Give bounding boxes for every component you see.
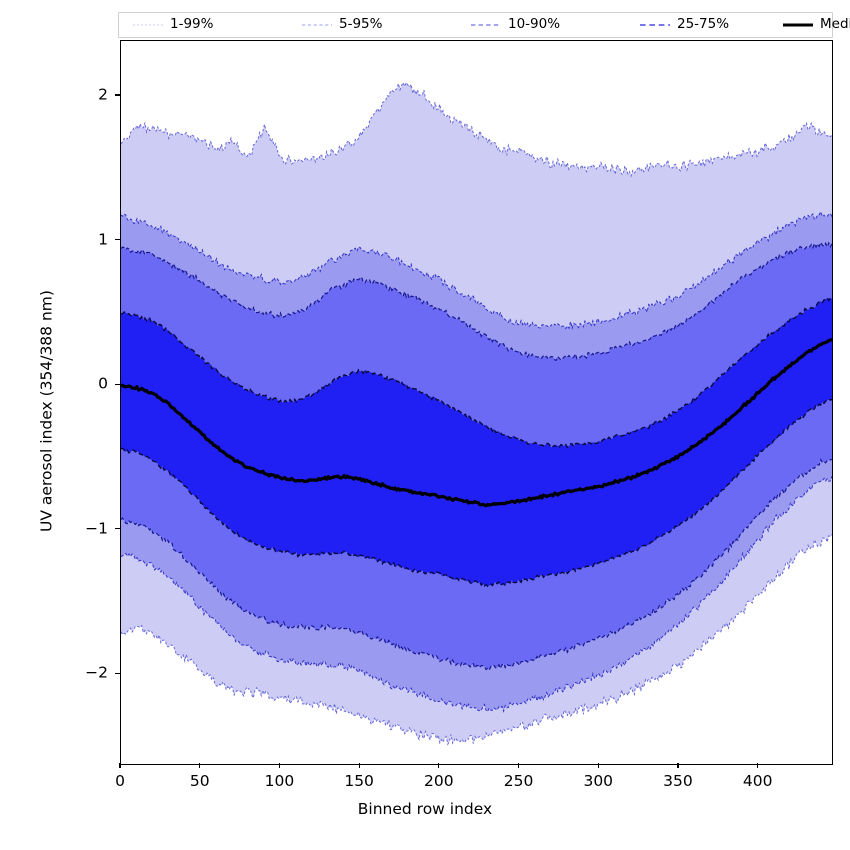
y-tick-label: −2 (85, 663, 108, 682)
x-tick-label: 350 (663, 772, 693, 790)
x-tick-mark (757, 763, 759, 768)
legend-label: Median (820, 16, 850, 33)
legend-label: 1-99% (170, 16, 214, 33)
legend-swatch-icon (783, 19, 813, 31)
legend-item-1-99[interactable]: 1-99% (133, 13, 213, 37)
median-line (121, 338, 832, 508)
band-edge-5-95%-upper (121, 210, 832, 331)
x-tick-mark (677, 763, 679, 768)
x-tick-label: 100 (264, 772, 295, 790)
x-tick-mark (358, 763, 360, 768)
band-edge-10-90%-upper (121, 241, 832, 361)
legend-label: 5-95% (339, 16, 383, 33)
legend-item-median[interactable]: Median (783, 13, 850, 37)
x-tick-label: 200 (424, 772, 454, 790)
y-tick-mark (115, 528, 120, 530)
legend-label: 10-90% (508, 16, 561, 33)
y-tick-mark (115, 383, 120, 385)
band-edge-5-95%-lower (121, 475, 832, 713)
legend-item-5-95[interactable]: 5-95% (302, 13, 382, 37)
x-tick-label: 300 (583, 772, 614, 790)
y-tick-label: 2 (98, 85, 108, 104)
y-tick-mark (115, 94, 120, 96)
x-tick-mark (597, 763, 599, 768)
chart-legend: 1-99% 5-95% 10-90% 25-75% Median (118, 12, 850, 38)
band-edge-25-75%-lower (121, 398, 832, 588)
legend-swatch-icon (302, 19, 332, 31)
legend-swatch-icon (471, 19, 501, 31)
y-tick-label: 0 (98, 374, 108, 393)
plot-area (120, 40, 833, 765)
legend-item-10-90[interactable]: 10-90% (471, 13, 560, 37)
x-tick-label: 250 (503, 772, 534, 790)
y-tick-label: 1 (98, 229, 108, 248)
legend-label: 25-75% (677, 16, 730, 33)
band-edge-1-99%-lower (121, 534, 832, 746)
band-25-75% (121, 297, 832, 587)
x-tick-mark (119, 763, 121, 768)
percentile-band-chart (121, 81, 832, 746)
x-tick-label: 50 (189, 772, 210, 790)
x-tick-label: 400 (742, 772, 773, 790)
band-edge-1-99%-upper (121, 81, 832, 178)
x-tick-mark (278, 763, 280, 768)
legend-swatch-icon (133, 19, 163, 31)
y-axis-label: UV aerosol index (354/388 nm) (37, 290, 56, 532)
x-tick-mark (517, 763, 520, 768)
legend-item-25-75[interactable]: 25-75% (640, 13, 729, 37)
x-axis-label: Binned row index (357, 800, 493, 818)
x-tick-label: 150 (344, 772, 374, 790)
y-tick-label: −1 (85, 518, 108, 537)
legend-swatch-icon (640, 19, 670, 31)
band-edge-25-75%-upper (121, 296, 832, 449)
y-tick-mark (115, 672, 120, 674)
band-edge-10-90%-lower (121, 458, 832, 671)
x-tick-mark (199, 763, 201, 768)
x-tick-mark (438, 763, 440, 768)
y-tick-mark (115, 238, 120, 241)
x-tick-label: 0 (115, 772, 125, 790)
